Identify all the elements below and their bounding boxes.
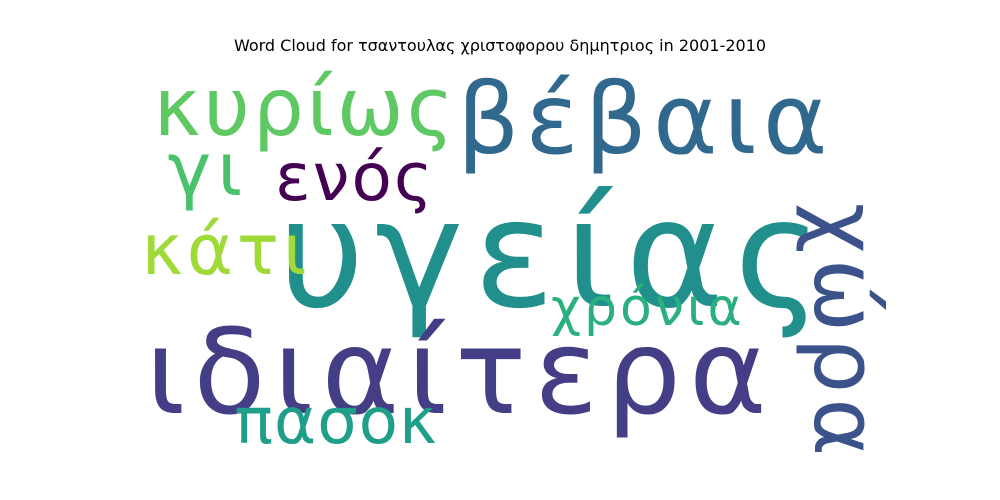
word-cloud-word: κυρίως bbox=[153, 61, 457, 154]
word-cloud-word: χρόνια bbox=[551, 278, 745, 338]
word-cloud-word: πασοκ bbox=[234, 385, 438, 459]
word-cloud-word: χώρα bbox=[794, 202, 898, 462]
word-cloud-word: κάτι bbox=[141, 209, 311, 291]
word-cloud-word: ενός bbox=[275, 139, 435, 216]
word-cloud-word: υγείας bbox=[278, 168, 833, 342]
word-cloud-word: γι bbox=[167, 127, 249, 213]
chart-title: Word Cloud for τσαντουλας χριστοφορου δη… bbox=[233, 36, 767, 55]
word-cloud-word: ιδιαίτερα bbox=[145, 303, 775, 441]
word-cloud-word: βέβαια bbox=[457, 63, 834, 177]
